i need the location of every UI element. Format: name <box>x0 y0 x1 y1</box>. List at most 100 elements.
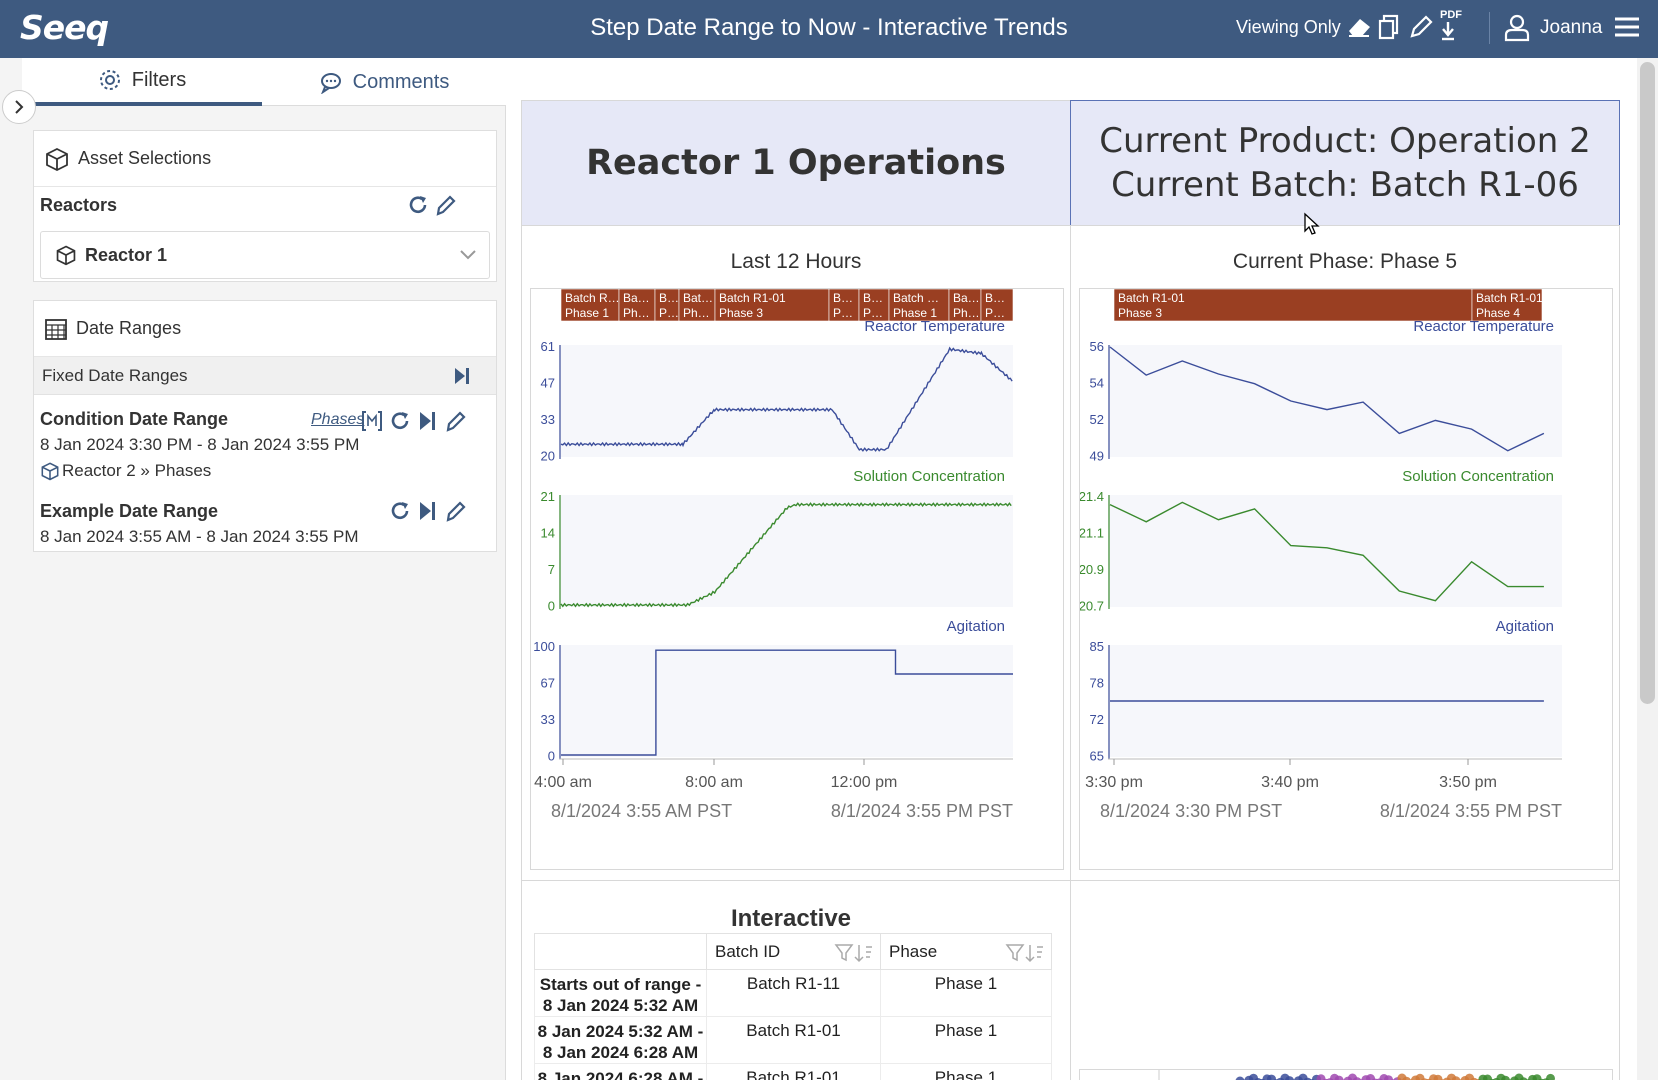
scatter-point <box>1334 1075 1344 1080</box>
example-range-name: Example Date Range <box>40 501 219 521</box>
y-tick-label: 21.4 <box>1080 489 1104 504</box>
tab-comments[interactable]: Comments <box>262 58 506 106</box>
eraser-icon[interactable] <box>1344 12 1374 42</box>
tab-comments-label: Comments <box>352 70 450 93</box>
capsule-bar <box>714 288 830 322</box>
capsule-label: Bat… <box>683 291 713 305</box>
condition-range-span: 8 Jan 2024 3:30 PM - 8 Jan 2024 3:55 PM <box>40 435 360 454</box>
table-cell-range: 8 Jan 2024 5:32 AM - 8 Jan 2024 6:28 AM <box>534 1016 707 1064</box>
capsule-label: Ba… <box>623 291 650 305</box>
current-product-cell[interactable]: Current Product: Operation 2 Current Bat… <box>1070 100 1620 226</box>
current-batch: Current Batch: Batch R1-06 <box>1111 165 1579 205</box>
trend-left-svg[interactable]: Batch R…Phase 1Ba…Ph…B…P…Bat…Ph…Batch R1… <box>531 288 1065 871</box>
seeq-logo[interactable]: Seeq <box>20 8 109 47</box>
table-cell-phase: Phase 1 <box>880 1063 1052 1080</box>
date-range-end: 8/1/2024 3:55 PM PST <box>1380 801 1562 821</box>
edit-icon[interactable] <box>444 499 468 523</box>
pencil-icon[interactable] <box>1406 12 1436 42</box>
capsule-gap <box>1542 293 1562 317</box>
scatter-point <box>1415 1073 1425 1080</box>
table-row[interactable]: Starts out of range - 8 Jan 2024 5:32 AM… <box>534 969 1052 1017</box>
scatter-plot[interactable]: 20 <box>1079 1069 1613 1080</box>
batch-id-header-label: Batch ID <box>715 941 781 961</box>
refresh-icon[interactable] <box>388 409 412 433</box>
lane-background <box>559 345 1013 457</box>
table-row[interactable]: 8 Jan 2024 5:32 AM - 8 Jan 2024 6:28 AM … <box>534 1016 1052 1064</box>
x-tick-label: 3:30 pm <box>1085 774 1143 791</box>
copy-icon[interactable] <box>1376 12 1406 42</box>
step-to-now-icon[interactable] <box>416 499 440 523</box>
pdf-download-icon[interactable]: PDF <box>1437 8 1467 44</box>
mouse-cursor <box>1304 212 1320 235</box>
capsule-bar <box>678 288 716 322</box>
x-tick-label: 3:40 pm <box>1261 774 1319 791</box>
x-tick-label: 4:00 am <box>534 774 592 791</box>
scatter-point <box>1303 1077 1312 1080</box>
scrollbar-thumb[interactable] <box>1640 62 1655 704</box>
page-scrollbar[interactable] <box>1637 58 1658 1080</box>
trend-right[interactable]: Batch R1-01 Phase 3 Batch R1-01 Phase 4 Reac… <box>1079 288 1613 870</box>
scatter-point <box>1546 1073 1555 1080</box>
phase-header-label: Phase <box>889 941 938 961</box>
cube-icon <box>56 245 76 266</box>
capsule-label: Batch R1-01 <box>1476 291 1543 305</box>
phases-link[interactable]: Phases <box>311 411 365 428</box>
scatter-point <box>1249 1073 1258 1080</box>
capsule-label: Batch R… <box>565 291 620 305</box>
scatter-plot-svg[interactable]: 20 <box>1080 1070 1614 1080</box>
lane-background <box>1108 495 1562 607</box>
condition-range-asset-path: Reactor 2 » Phases <box>62 461 212 480</box>
series-line <box>561 649 1013 756</box>
menu-icon[interactable] <box>1612 12 1642 42</box>
chevron-right-icon <box>15 100 24 114</box>
table-cell-batch: Batch R1-01 <box>706 1063 881 1080</box>
report-title-cell: Reactor 1 Operations <box>521 100 1071 226</box>
capsule-bar <box>948 288 982 322</box>
scatter-point <box>1235 1076 1245 1080</box>
fixed-date-ranges-label: Fixed Date Ranges <box>42 365 188 385</box>
scatter-point <box>1519 1077 1528 1080</box>
tab-filters[interactable]: Filters <box>22 58 262 106</box>
capsule-bar <box>618 288 656 322</box>
interactive-cell: Interactive Batch ID Phase <box>521 880 1071 1080</box>
capsule-bar <box>888 288 950 322</box>
capsule-bracket-icon[interactable] <box>360 409 384 433</box>
filter-sort-icon[interactable] <box>1005 943 1045 963</box>
reactor-select[interactable]: Reactor 1 <box>40 231 490 279</box>
table-header-phase[interactable]: Phase <box>880 933 1052 970</box>
capsule-label: B… <box>659 291 679 305</box>
y-tick-label: 54 <box>1090 376 1104 391</box>
lane-title: Reactor Temperature <box>864 318 1005 335</box>
y-tick-label: 33 <box>541 712 555 727</box>
step-to-now-icon[interactable] <box>416 409 440 433</box>
table-row[interactable]: 8 Jan 2024 6:28 AM - 8 Jan 2024 7:04 AM … <box>534 1063 1052 1080</box>
y-tick-label: 0 <box>548 599 555 614</box>
filter-sort-icon[interactable] <box>834 943 874 963</box>
table-header-batch-id[interactable]: Batch ID <box>706 933 881 970</box>
refresh-icon[interactable] <box>406 193 430 217</box>
capsule-label: Phase 3 <box>719 306 763 320</box>
right-chart-caption: Current Phase: Phase 5 <box>1232 250 1458 273</box>
y-tick-label: 21 <box>541 489 555 504</box>
user-name[interactable]: Joanna <box>1540 17 1603 38</box>
user-icon[interactable] <box>1502 12 1532 42</box>
cube-icon <box>46 147 68 171</box>
edit-icon[interactable] <box>444 409 468 433</box>
refresh-icon[interactable] <box>388 499 412 523</box>
current-phase-cell: Current Phase: Phase 5 Batch R1-01 Phase … <box>1070 225 1620 881</box>
edit-icon[interactable] <box>434 193 458 217</box>
x-tick-label: 12:00 pm <box>831 774 898 791</box>
y-tick-label: 65 <box>1090 749 1104 764</box>
current-product: Current Product: Operation 2 <box>1099 121 1591 161</box>
step-to-now-icon[interactable] <box>452 366 472 386</box>
lane-title: Solution Concentration <box>853 468 1005 485</box>
date-range-end: 8/1/2024 3:55 PM PST <box>831 801 1013 821</box>
lane-title: Solution Concentration <box>1402 468 1554 485</box>
header-divider <box>1489 12 1490 44</box>
series-line <box>1109 501 1544 602</box>
collapse-sidebar-button[interactable] <box>2 90 36 124</box>
y-tick-label: 7 <box>548 562 555 577</box>
capsule-label: Batch R1-01 <box>719 291 786 305</box>
trend-left[interactable]: Batch R… Phase 1 Ba… Ph… B… P… Bat… Ph… Batch R1… <box>530 288 1064 870</box>
